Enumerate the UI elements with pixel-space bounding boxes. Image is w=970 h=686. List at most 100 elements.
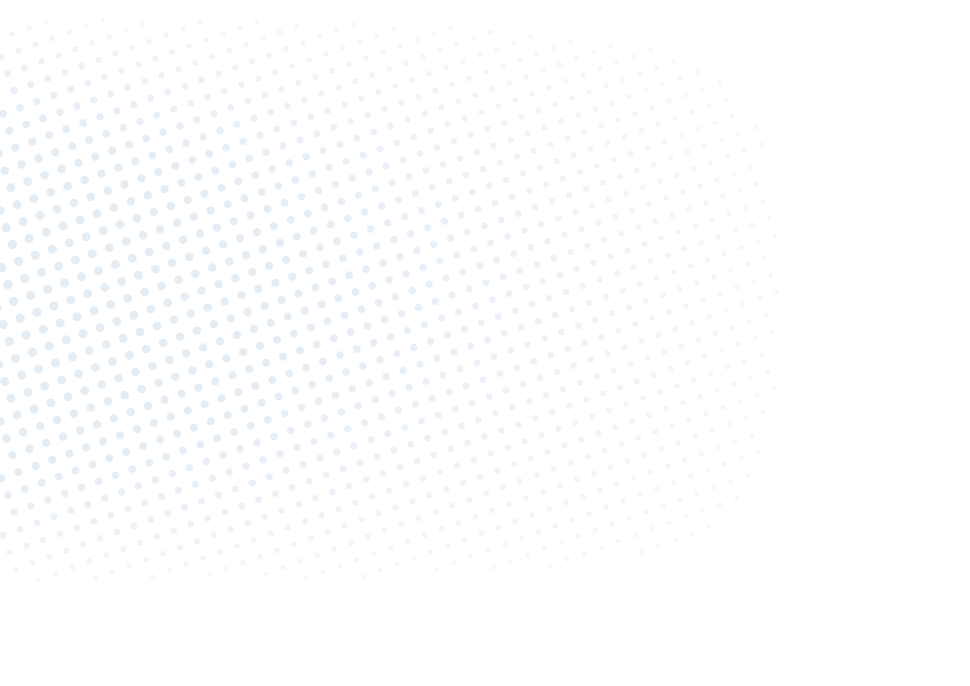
halftone-dot [284,102,292,110]
halftone-dot [277,295,286,304]
halftone-dot [356,248,364,256]
halftone-dot [157,493,166,501]
halftone-dot [515,421,522,428]
halftone-dot [619,287,626,294]
halftone-dot [487,239,495,247]
halftone-dot [11,143,20,152]
halftone-dot [757,295,763,301]
halftone-dot [160,184,169,194]
halftone-dot [552,101,559,108]
halftone-dot [38,58,45,65]
halftone-dot [0,360,4,369]
halftone-dot [306,323,315,332]
halftone-dot [77,272,87,282]
halftone-dot [413,457,421,465]
halftone-dot [538,431,545,439]
halftone-dot [74,158,83,168]
halftone-dot [331,180,340,189]
halftone-dot [197,286,206,295]
halftone-dot [126,563,132,569]
halftone-dot [749,221,755,227]
halftone-dot [404,538,411,544]
halftone-dot [200,555,206,561]
halftone-dot [484,336,492,344]
halftone-dot [41,227,51,237]
halftone-dot [109,569,115,575]
halftone-dot [193,116,201,124]
halftone-dot [621,344,628,351]
halftone-dot [648,48,653,53]
halftone-dot [575,112,582,119]
halftone-dot [737,188,743,193]
halftone-dot [124,350,134,360]
halftone-dot [346,61,353,68]
halftone-dot [572,419,579,426]
halftone-dot [491,565,497,570]
halftone-dot [16,103,24,112]
halftone-dot [238,347,248,357]
halftone-dot [411,190,419,198]
halftone-dot [206,417,215,426]
halftone-dot [358,95,365,102]
halftone-dot [640,184,646,191]
halftone-dot [602,293,610,300]
halftone-dot [134,270,143,280]
halftone-dot [411,400,419,408]
halftone-dot [545,294,553,302]
halftone-dot [547,141,554,148]
halftone-dot [427,127,434,134]
halftone-dot [52,415,62,425]
halftone-dot [23,177,33,186]
halftone-dot [271,278,280,287]
halftone-dot [683,92,689,98]
halftone-dot [263,571,269,576]
halftone-dot [255,496,262,504]
halftone-dot [557,482,563,489]
halftone-dot [482,279,490,287]
halftone-dot [621,133,628,140]
halftone-dot [109,414,119,423]
halftone-dot [300,40,306,46]
halftone-dot [610,156,617,163]
halftone-dot [666,520,672,526]
halftone-dot [701,143,707,149]
halftone-dot [215,70,222,78]
halftone-dot [450,348,458,356]
halftone-dot [546,84,552,91]
halftone-dot [229,428,238,437]
halftone-dot [347,117,355,125]
halftone-dot [44,496,52,504]
halftone-dot [118,67,125,75]
halftone-dot [21,64,28,72]
halftone-dot [595,430,602,437]
halftone-dot [357,305,366,313]
halftone-dot [73,524,81,531]
halftone-dot [320,569,326,575]
halftone-dot [527,455,534,462]
halftone-dot [101,339,111,349]
halftone-dot [632,110,638,117]
halftone-dot [555,425,562,433]
halftone-dot [519,170,527,177]
halftone-dot [87,249,97,259]
halftone-dot [123,28,129,34]
halftone-dot [142,134,151,143]
halftone-dot [239,137,247,146]
halftone-dot [370,128,378,136]
halftone-dot [120,545,127,553]
halftone-dot [360,208,369,216]
halftone-dot [596,276,603,283]
halftone-dot [701,353,708,360]
halftone-dot [511,40,517,46]
halftone-dot [214,280,223,289]
halftone-dot [494,46,500,52]
halftone-dot [0,53,5,61]
halftone-dot [118,333,128,343]
halftone-dot [572,208,579,216]
halftone-dot [657,389,663,395]
halftone-dot [251,171,260,180]
halftone-dot [678,132,684,138]
halftone-dot [50,513,58,521]
halftone-dot [542,391,550,399]
halftone-dot [339,254,347,263]
